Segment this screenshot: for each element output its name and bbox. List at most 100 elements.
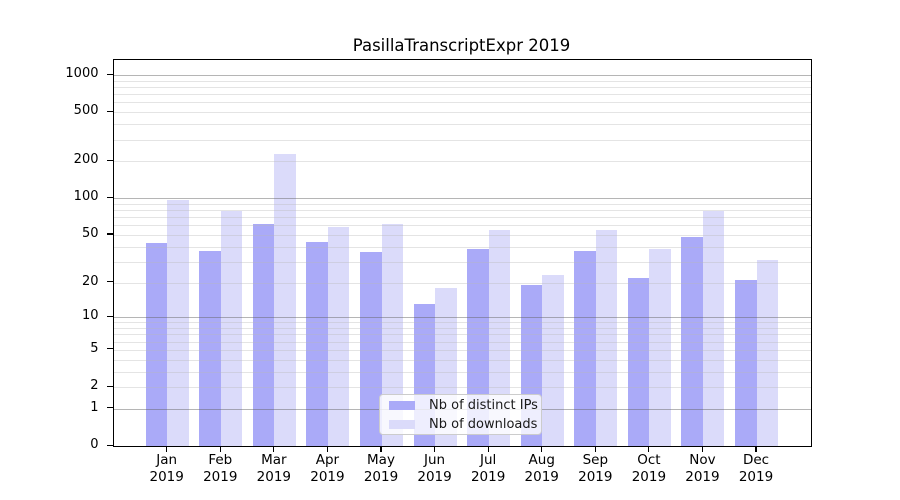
x-tick-label-jun: Jun 2019 <box>417 452 452 485</box>
gridline-major-1000 <box>114 75 811 76</box>
y-tick-label-5: 5 <box>90 340 99 356</box>
y-tick-mark-10 <box>106 315 113 317</box>
bar-dec-distinct-ips <box>735 280 757 446</box>
bar-mar-distinct-ips <box>252 223 275 446</box>
y-tick-label-20: 20 <box>81 273 99 289</box>
bar-jan-distinct-ips <box>145 242 168 446</box>
gridline-minor-400 <box>114 124 811 126</box>
y-tick-label-100: 100 <box>73 189 99 205</box>
legend-item-downloads: Nb of downloads <box>389 417 537 432</box>
y-tick-mark-20 <box>106 281 113 283</box>
x-tick-label-aug: Aug 2019 <box>524 452 559 485</box>
legend: Nb of distinct IPs Nb of downloads <box>379 394 542 435</box>
x-tick-mark-sep <box>594 446 596 452</box>
gridline-minor-70 <box>114 217 811 219</box>
x-tick-mark-may <box>380 446 382 452</box>
grid-layer <box>114 60 811 446</box>
y-tick-label-1: 1 <box>90 399 99 415</box>
bar-feb-distinct-ips <box>199 250 221 446</box>
x-tick-mark-apr <box>326 446 328 452</box>
legend-swatch-downloads <box>389 419 415 429</box>
y-tick-mark-100 <box>106 196 113 198</box>
legend-item-distinct-ips: Nb of distinct IPs <box>389 398 538 413</box>
x-tick-mark-feb <box>219 446 221 452</box>
bar-aug-downloads <box>542 275 564 446</box>
y-tick-mark-200 <box>106 159 113 161</box>
gridline-minor-50 <box>114 234 811 236</box>
x-tick-mark-jun <box>433 446 436 452</box>
bar-dec-downloads <box>756 259 779 446</box>
bar-oct-distinct-ips <box>627 277 650 446</box>
bar-nov-downloads <box>702 210 725 446</box>
gridline-major-10 <box>114 317 811 319</box>
bar-apr-downloads <box>327 227 350 446</box>
x-tick-label-apr: Apr 2019 <box>310 452 345 485</box>
x-tick-mark-dec <box>755 446 757 452</box>
y-tick-label-0: 0 <box>90 437 99 452</box>
x-tick-label-mar: Mar 2019 <box>256 452 292 485</box>
legend-swatch-distinct-ips <box>389 400 415 410</box>
bar-apr-distinct-ips <box>306 241 328 446</box>
gridline-minor-6 <box>114 341 811 343</box>
x-tick-mark-oct <box>648 446 650 452</box>
x-tick-mark-aug <box>541 446 543 452</box>
plot-area <box>113 59 812 447</box>
bar-jul-downloads <box>488 229 511 446</box>
y-tick-label-2: 2 <box>90 378 99 393</box>
gridline-minor-30 <box>114 261 811 263</box>
x-tick-mark-jul <box>487 446 489 452</box>
legend-label-distinct-ips: Nb of distinct IPs <box>429 397 538 413</box>
x-tick-label-feb: Feb 2019 <box>203 452 238 485</box>
bar-mar-downloads <box>274 153 296 446</box>
bar-sep-distinct-ips <box>574 250 596 446</box>
x-tick-label-sep: Sep 2019 <box>578 452 613 485</box>
gridline-minor-60 <box>114 225 811 227</box>
gridline-minor-4 <box>114 359 811 361</box>
legend-label-downloads: Nb of downloads <box>429 416 538 432</box>
x-tick-label-dec: Dec 2019 <box>738 452 774 485</box>
x-tick-mark-jan <box>166 446 168 452</box>
y-tick-mark-2 <box>106 385 113 387</box>
y-tick-mark-500 <box>106 110 113 112</box>
gridline-minor-7 <box>114 334 811 336</box>
bar-may-distinct-ips <box>360 252 382 446</box>
y-tick-mark-0 <box>106 444 113 446</box>
y-tick-label-10: 10 <box>81 308 99 324</box>
chart-title: PasillaTranscriptExpr 2019 <box>352 36 571 55</box>
y-tick-mark-1000 <box>106 73 113 75</box>
gridline-minor-200 <box>114 161 811 163</box>
x-tick-mark-mar <box>273 446 275 452</box>
bar-feb-downloads <box>220 211 243 446</box>
gridline-minor-9 <box>114 322 811 324</box>
gridline-minor-80 <box>114 210 811 212</box>
gridline-major-100 <box>114 198 811 200</box>
gridline-minor-90 <box>114 203 811 205</box>
gridline-minor-2 <box>114 387 811 388</box>
bar-jan-downloads <box>167 199 189 446</box>
gridline-minor-900 <box>114 80 811 82</box>
gridline-minor-40 <box>114 246 811 248</box>
gridline-minor-300 <box>114 139 811 141</box>
gridline-minor-800 <box>114 86 811 88</box>
gridline-minor-8 <box>114 328 811 329</box>
gridline-minor-5 <box>114 349 811 351</box>
bar-may-downloads <box>381 223 403 446</box>
x-tick-label-may: May 2019 <box>363 452 399 485</box>
gridline-minor-20 <box>114 282 811 284</box>
x-tick-label-oct: Oct 2019 <box>631 452 667 485</box>
gridline-minor-3 <box>114 371 811 373</box>
y-tick-mark-50 <box>106 233 113 235</box>
bar-sep-downloads <box>595 229 618 446</box>
y-tick-label-1000: 1000 <box>65 66 99 81</box>
bar-oct-downloads <box>649 249 671 446</box>
y-tick-mark-5 <box>106 348 113 350</box>
y-tick-label-500: 500 <box>73 103 99 119</box>
y-tick-label-50: 50 <box>81 225 99 241</box>
x-tick-label-jan: Jan 2019 <box>149 452 184 485</box>
gridline-minor-500 <box>114 112 811 114</box>
x-tick-mark-nov <box>701 446 704 452</box>
gridline-minor-700 <box>114 94 811 96</box>
x-tick-label-jul: Jul 2019 <box>470 452 506 485</box>
bar-nov-distinct-ips <box>681 237 703 446</box>
